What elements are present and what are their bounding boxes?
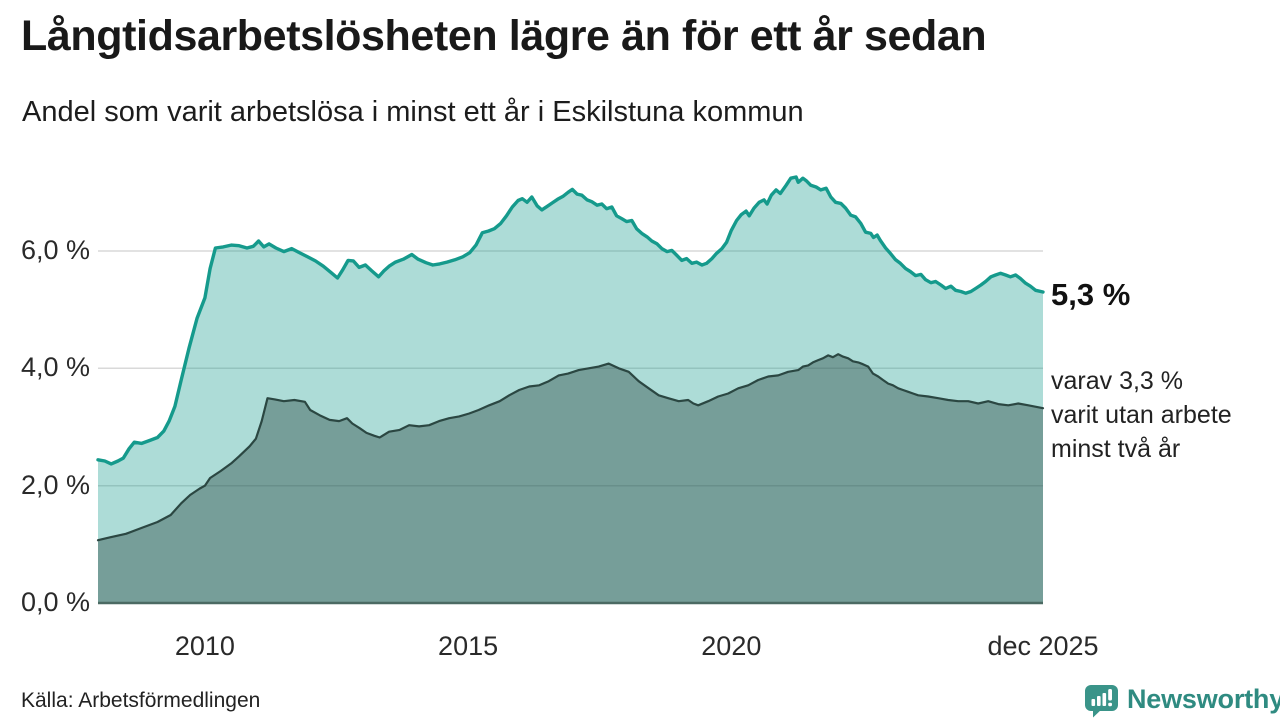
newsworthy-icon — [1085, 685, 1118, 718]
chart-subtitle: Andel som varit arbetslösa i minst ett å… — [22, 96, 804, 128]
chart-title: Långtidsarbetslösheten lägre än för ett … — [21, 12, 987, 60]
newsworthy-logo: Newsworthy — [1084, 684, 1280, 718]
series-end-value-label: 5,3 % — [1051, 277, 1131, 312]
source-caption: Källa: Arbetsförmedlingen — [21, 689, 261, 712]
series-sub-annotation: varav 3,3 % varit utan arbete minst två … — [1051, 367, 1232, 463]
newsworthy-wordmark: Newsworthy — [1127, 684, 1280, 714]
